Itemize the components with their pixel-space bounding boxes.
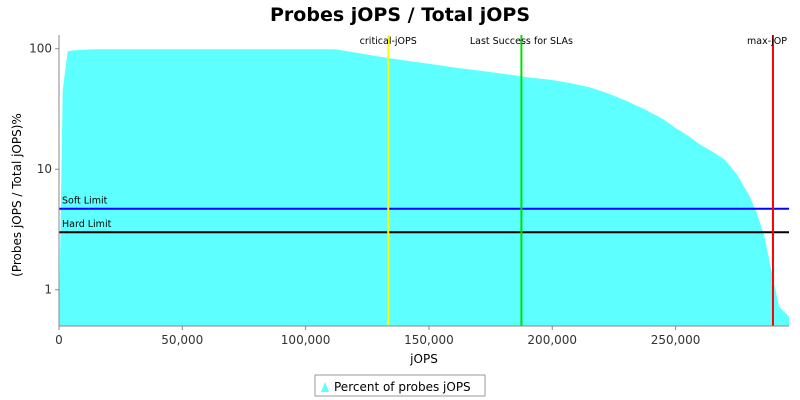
legend-swatch-icon <box>321 382 329 392</box>
x-axis-label: jOPS <box>409 352 438 366</box>
vline-label-0: critical-jOPS <box>360 36 417 47</box>
hline-label-1: Hard Limit <box>62 219 112 230</box>
axes: 0 50,000 100,000 150,000 200,000 250,000 1 10 10… <box>29 35 789 347</box>
y-tick-label-1: 10 <box>37 162 52 176</box>
x-tick-label-3: 150,000 <box>404 333 454 347</box>
y-tick-label-0: 1 <box>44 283 52 297</box>
y-axis-label: (Probes jOPS / Total jOPS)% <box>10 113 24 277</box>
reference-lines: Soft Limit Hard Limit critical-jOPS Last Su… <box>59 35 789 326</box>
chart-title: Probes jOPS / Total jOPS <box>270 4 530 26</box>
legend-box <box>314 374 486 397</box>
legend: Percent of probes jOPS <box>314 374 486 397</box>
vline-label-1: Last Success for SLAs <box>470 36 573 47</box>
x-tick-label-5: 250,000 <box>651 333 701 347</box>
series-area-layer <box>59 49 789 327</box>
hline-label-0: Soft Limit <box>62 196 108 207</box>
legend-entry: Percent of probes jOPS <box>334 380 471 394</box>
x-tick-label-0: 0 <box>55 333 63 347</box>
y-tick-label-2: 100 <box>29 42 52 56</box>
x-tick-label-1: 50,000 <box>161 333 203 347</box>
vline-label-2: max-jOP <box>747 36 787 47</box>
x-tick-label-4: 200,000 <box>527 333 577 347</box>
series-area-0 <box>59 49 789 327</box>
x-tick-label-2: 100,000 <box>281 333 331 347</box>
